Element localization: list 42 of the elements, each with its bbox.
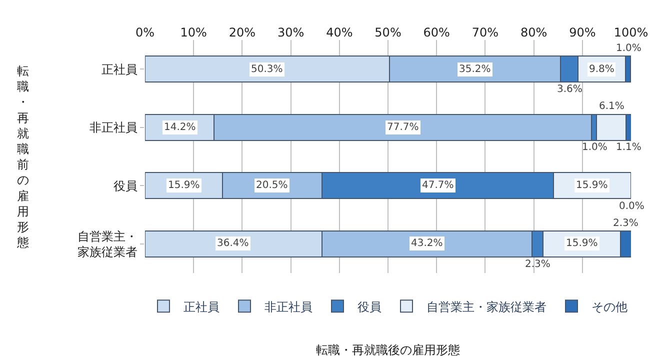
x-tick-label: 40% (326, 26, 353, 40)
x-tick-label: 20% (228, 26, 256, 40)
data-label: 9.8% (589, 64, 614, 75)
data-label: 0.0% (619, 201, 644, 212)
legend-label: 正社員 (184, 300, 220, 314)
data-label: 43.2% (411, 238, 443, 249)
data-label: 77.7% (387, 122, 419, 133)
legend-label: 自営業主・家族従業者 (426, 300, 546, 314)
x-tick-label: 90% (569, 26, 596, 40)
legend-label: その他 (592, 300, 628, 314)
data-label: 36.4% (217, 238, 249, 249)
x-tick-label: 70% (472, 26, 499, 40)
x-tick-label: 80% (520, 26, 548, 40)
data-label: 2.3% (525, 259, 550, 270)
data-label: 6.1% (599, 101, 624, 112)
data-label: 1.0% (582, 142, 608, 153)
y-tick-label: 役員 (114, 178, 138, 193)
data-label: 1.0% (616, 43, 642, 54)
data-label: 15.9% (168, 180, 200, 191)
y-tick-label: 非正社員 (90, 120, 138, 135)
data-label: 2.3% (613, 218, 638, 229)
legend-label: 役員 (358, 300, 382, 314)
data-label: 1.1% (616, 142, 642, 153)
data-label: 14.2% (164, 122, 196, 133)
x-tick-label: 60% (423, 26, 450, 40)
data-label: 15.9% (576, 180, 608, 191)
x-tick-label: 30% (277, 26, 304, 40)
data-label: 35.2% (459, 64, 491, 75)
data-label: 20.5% (256, 180, 288, 191)
x-tick-label: 100% (614, 26, 648, 40)
text: 転職・再就職後の雇用形態 (316, 343, 460, 357)
x-tick-label: 0% (135, 26, 155, 40)
data-label: 47.7% (422, 180, 454, 191)
y-tick-label: 正社員 (102, 62, 138, 76)
x-tick-label: 50% (374, 26, 402, 40)
x-tick-label: 10% (180, 26, 207, 40)
text: 転職・再就職前の雇用形態 (17, 64, 29, 250)
data-label: 15.9% (566, 238, 598, 249)
legend-label: 非正社員 (264, 300, 312, 314)
data-label: 50.3% (251, 64, 283, 75)
data-label: 3.6% (557, 84, 582, 95)
y-tick-label: 自営業主・家族従業者 (78, 229, 138, 259)
